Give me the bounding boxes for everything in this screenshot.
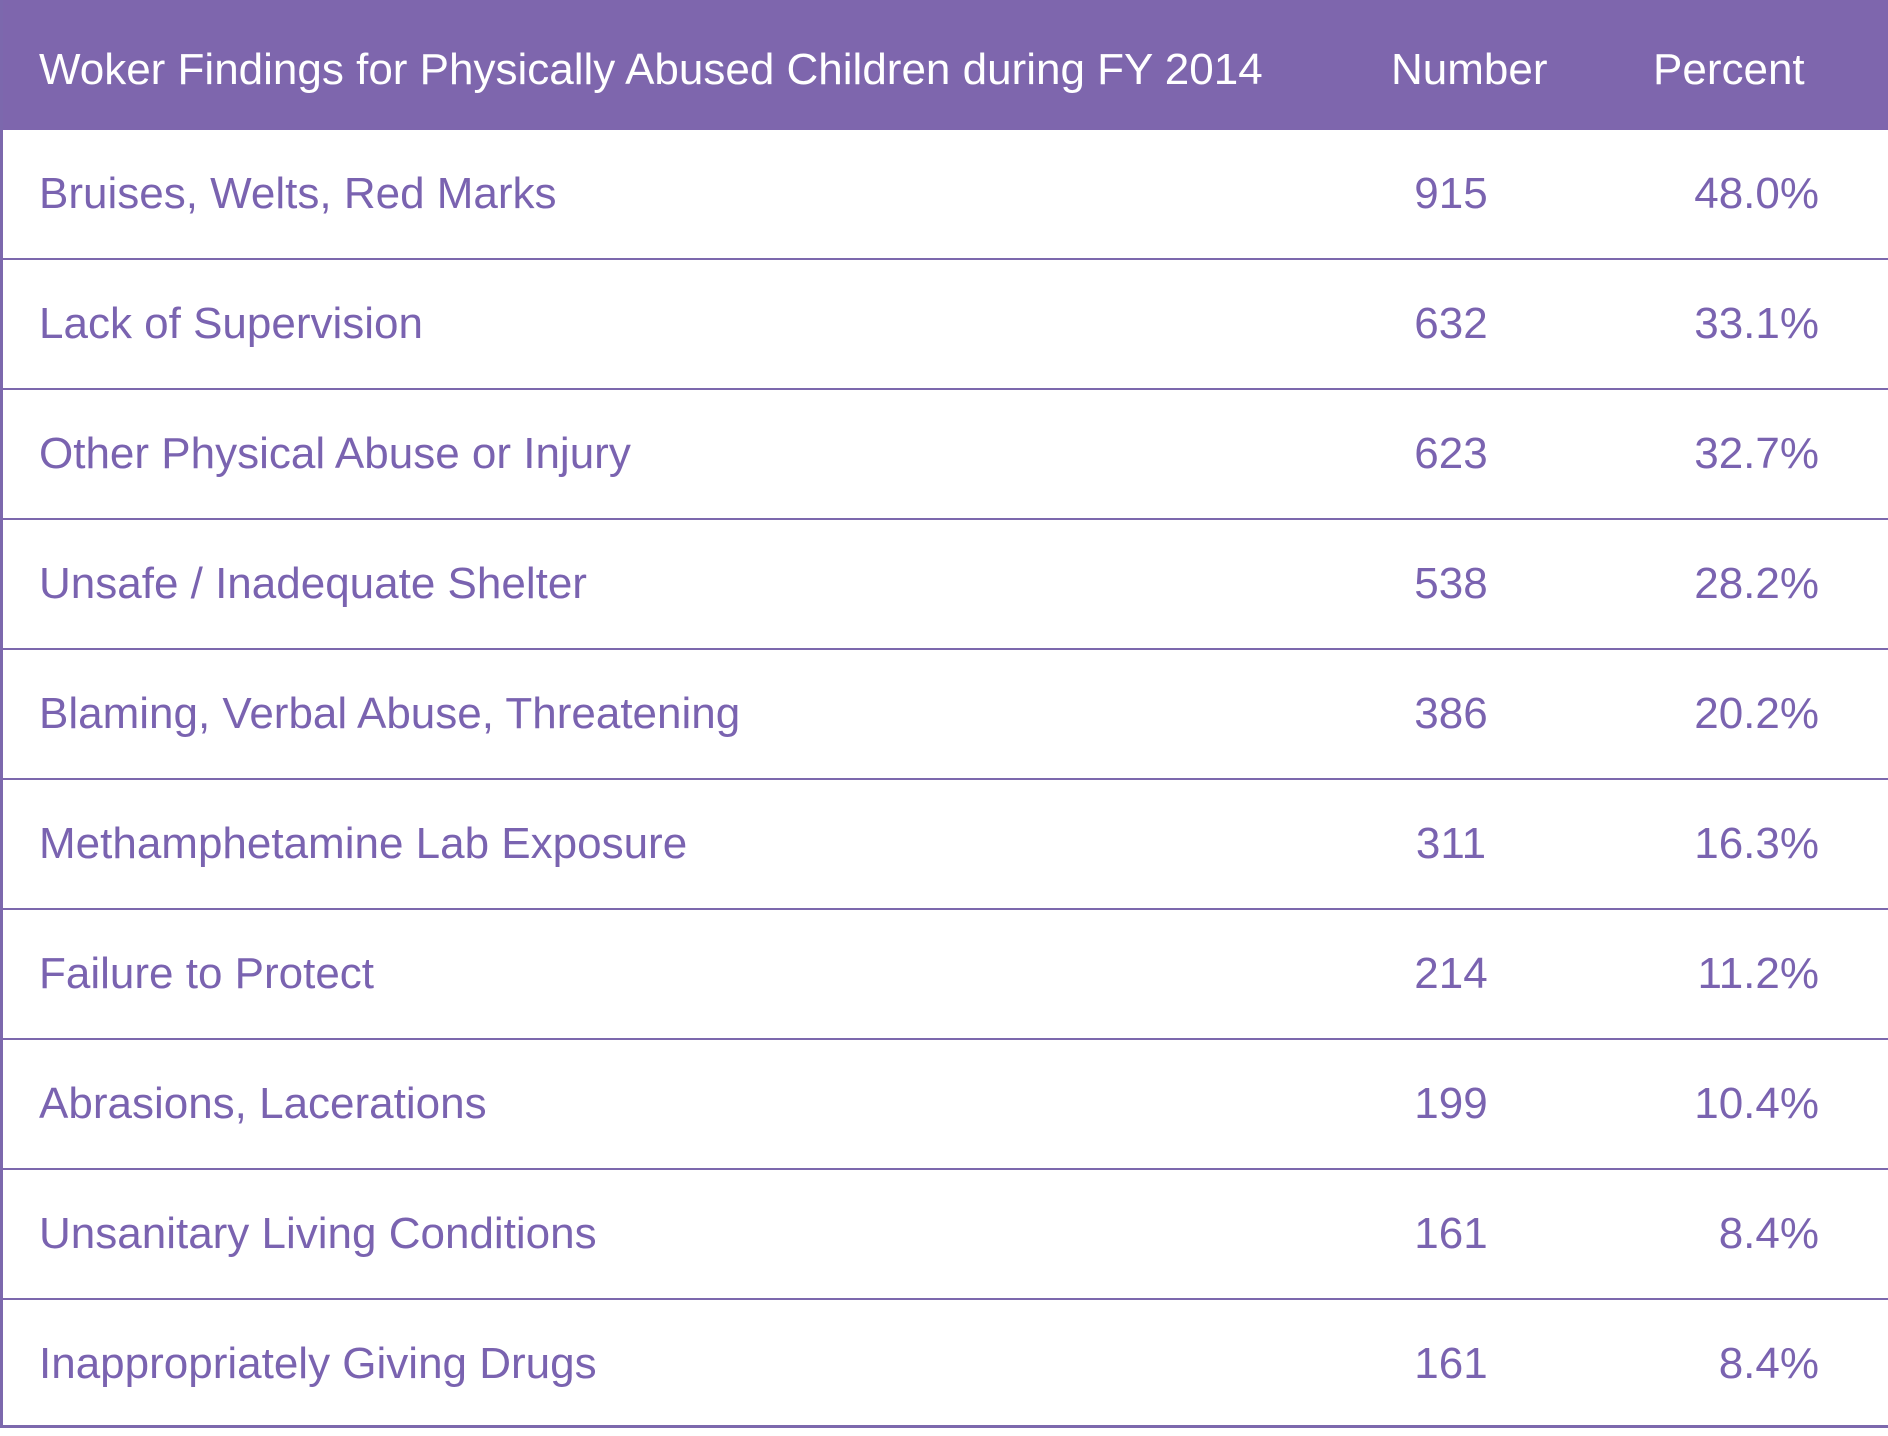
row-number: 386 [1414,689,1488,738]
table-row: Bruises, Welts, Red Marks 915 48.0% [3,130,1888,260]
header-number: Number [1391,45,1548,94]
row-percent: 33.1% [1694,299,1819,348]
table-row: Blaming, Verbal Abuse, Threatening 386 20.… [3,650,1888,780]
row-number: 623 [1414,429,1488,478]
row-number: 311 [1415,819,1487,868]
header-findings: Woker Findings for Physically Abused Chi… [39,45,1263,94]
row-label: Methamphetamine Lab Exposure [39,819,688,868]
table-row: Failure to Protect 214 11.2% [3,910,1888,1040]
table-row: Unsafe / Inadequate Shelter 538 28.2% [3,520,1888,650]
table-header: Woker Findings for Physically Abused Chi… [3,0,1888,130]
row-label: Failure to Protect [39,949,375,998]
row-label: Unsafe / Inadequate Shelter [39,559,587,608]
row-number: 161 [1414,1209,1488,1258]
row-number: 632 [1414,299,1488,348]
row-label: Lack of Supervision [39,299,423,348]
row-percent: 32.7% [1694,429,1819,478]
row-label: Blaming, Verbal Abuse, Threatening [39,689,741,738]
row-label: Abrasions, Lacerations [39,1079,487,1128]
table-row: Methamphetamine Lab Exposure 311 16.3% [3,780,1888,910]
row-percent: 16.3% [1694,819,1819,868]
row-percent: 8.4% [1718,1209,1819,1258]
row-label: Unsanitary Living Conditions [39,1209,597,1258]
table-row: Unsanitary Living Conditions 161 8.4% [3,1170,1888,1300]
row-percent: 8.4% [1718,1339,1819,1388]
row-number: 199 [1414,1079,1488,1128]
row-number: 161 [1414,1339,1488,1388]
row-percent: 48.0% [1694,169,1819,218]
row-number: 214 [1414,949,1488,998]
header-percent: Percent [1653,45,1805,94]
row-number: 538 [1414,559,1488,608]
row-percent: 20.2% [1694,689,1819,738]
table-row: Lack of Supervision 632 33.1% [3,260,1888,390]
row-percent: 10.4% [1694,1079,1819,1128]
table-row: Abrasions, Lacerations 199 10.4% [3,1040,1888,1170]
row-percent: 11.2% [1697,949,1820,998]
table-body: Bruises, Welts, Red Marks 915 48.0% Lack of… [3,130,1888,1436]
table-row: Inappropriately Giving Drugs 161 8.4% [3,1300,1888,1436]
row-number: 915 [1414,169,1488,218]
table-row: Other Physical Abuse or Injury 623 32.7% [3,390,1888,520]
row-label: Bruises, Welts, Red Marks [39,169,557,218]
row-label: Other Physical Abuse or Injury [39,429,631,478]
row-label: Inappropriately Giving Drugs [39,1339,597,1388]
row-percent: 28.2% [1694,559,1819,608]
